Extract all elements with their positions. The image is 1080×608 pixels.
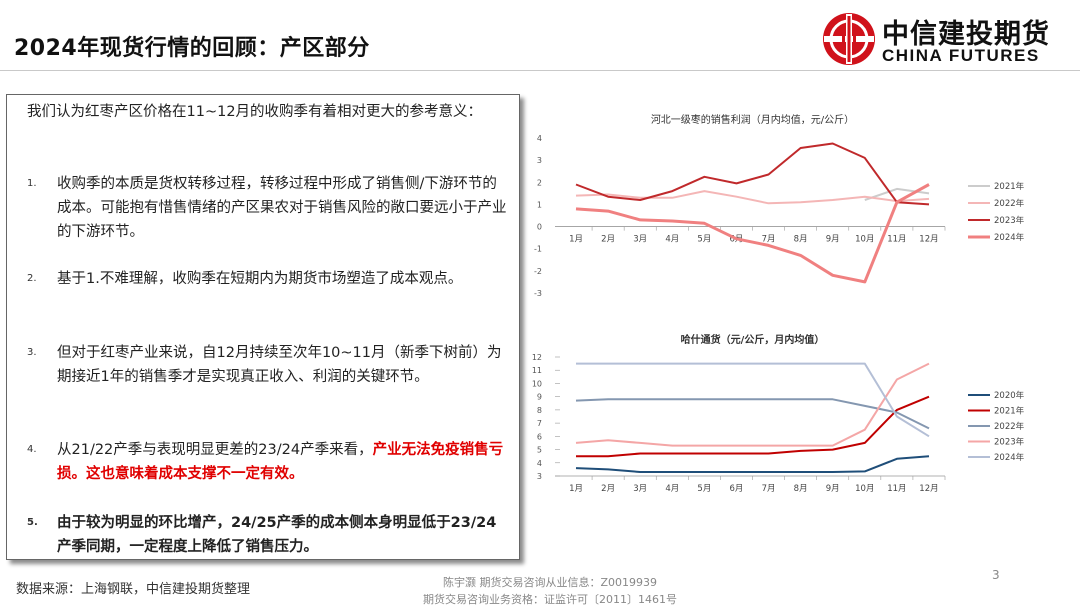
legend-label: 2023年 bbox=[994, 437, 1025, 448]
list-number: 2. bbox=[27, 273, 37, 284]
legend-label: 2024年 bbox=[994, 232, 1025, 243]
x-tick-label: 9月 bbox=[826, 484, 840, 494]
y-tick-label: 8 bbox=[537, 406, 542, 415]
x-tick-label: 10月 bbox=[855, 484, 874, 494]
page-title: 2024年现货行情的回顾：产区部分 bbox=[14, 36, 370, 61]
y-tick-label: 0 bbox=[537, 223, 542, 232]
series-line bbox=[576, 362, 930, 438]
profit-chart: 河北一级枣的销售利润（月内均值，元/公斤） -3 -2 -1 0 1 2 3 4 1月 2月 3月 4月… bbox=[534, 113, 1025, 298]
series-line bbox=[575, 183, 930, 284]
y-tick-label: 5 bbox=[537, 446, 542, 455]
series-line bbox=[575, 190, 930, 205]
x-tick-label: 8月 bbox=[794, 484, 808, 494]
y-tick-label: 2 bbox=[537, 178, 542, 187]
legend-label: 2024年 bbox=[994, 452, 1025, 463]
x-tick-label: 6月 bbox=[729, 484, 743, 494]
list-text-highlight: 产业无法免疫销售亏损。这也意味着成本支撑不一定有效。 bbox=[57, 442, 504, 482]
series-line bbox=[575, 455, 930, 473]
list-number: 1. bbox=[27, 178, 37, 189]
list-item: 5. 由于较为明显的环比增产，24/25产季的成本侧本身明显低于23/24产季同… bbox=[27, 511, 507, 559]
list-number: 3. bbox=[27, 347, 37, 358]
list-item: 1. 收购季的本质是货权转移过程，转移过程中形成了销售侧/下游环节的成本。可能抱… bbox=[27, 172, 507, 244]
legend-label: 2021年 bbox=[994, 181, 1025, 192]
x-tick-label: 12月 bbox=[919, 235, 938, 245]
x-tick-label: 5月 bbox=[697, 484, 711, 494]
series-line bbox=[575, 362, 930, 447]
y-tick-label: 6 bbox=[537, 432, 542, 441]
legend-label: 2022年 bbox=[994, 198, 1025, 209]
list-item: 3. 但对于红枣产业来说，自12月持续至次年10~11月（新季下树前）为期接近1… bbox=[27, 341, 507, 389]
y-tick-label: 1 bbox=[537, 200, 542, 209]
citic-emblem-icon bbox=[823, 13, 875, 65]
x-tick-label: 8月 bbox=[794, 235, 808, 245]
x-tick-label: 10月 bbox=[855, 235, 874, 245]
y-tick-label: -2 bbox=[534, 267, 542, 276]
page-number: 3 bbox=[992, 568, 1000, 582]
data-source: 数据来源：上海钢联，中信建投期货整理 bbox=[16, 582, 251, 597]
y-tick-label: 4 bbox=[537, 134, 542, 143]
list-text: 基于1.不难理解，收购季在短期内为期货市场塑造了成本观点。 bbox=[57, 271, 463, 287]
list-text: 从21/22产季与表现明显更差的23/24产季来看，产业无法免疫销售亏损。这也意… bbox=[57, 438, 507, 486]
y-tick-label: 3 bbox=[537, 156, 542, 165]
list-item: 2. 基于1.不难理解，收购季在短期内为期货市场塑造了成本观点。 bbox=[27, 267, 507, 291]
list-text: 收购季的本质是货权转移过程，转移过程中形成了销售侧/下游环节的成本。可能抱有惜售… bbox=[57, 176, 507, 240]
chart-title: 哈什通货（元/公斤，月内均值） bbox=[681, 333, 825, 346]
x-tick-label: 7月 bbox=[762, 484, 776, 494]
x-tick-label: 11月 bbox=[887, 484, 906, 494]
y-tick-label: 10 bbox=[532, 379, 542, 388]
x-tick-label: 7月 bbox=[762, 235, 776, 245]
x-tick-label: 5月 bbox=[697, 235, 711, 245]
analyst-info: 陈宇灏 期货交易咨询从业信息：Z0019939 bbox=[442, 576, 658, 589]
list-text: 但对于红枣产业来说，自12月持续至次年10~11月（新季下树前）为期接近1年的销… bbox=[57, 345, 502, 385]
y-tick-label: 7 bbox=[537, 419, 542, 428]
y-tick-label: -1 bbox=[534, 245, 542, 254]
logo-text-chinese: 中信建投期货 bbox=[882, 19, 1050, 50]
header-divider bbox=[0, 70, 1080, 71]
x-tick-label: 2月 bbox=[601, 235, 615, 245]
x-tick-label: 3月 bbox=[633, 484, 647, 494]
x-tick-label: 1月 bbox=[569, 484, 583, 494]
x-tick-label: 1月 bbox=[569, 235, 583, 245]
commentary-box: 我们认为红枣产区价格在11~12月的收购季有着相对更大的参考意义： 1. 收购季… bbox=[6, 94, 520, 560]
legend-label: 2022年 bbox=[994, 421, 1025, 432]
x-tick-label: 3月 bbox=[633, 235, 647, 245]
chart-title: 河北一级枣的销售利润（月内均值，元/公斤） bbox=[651, 113, 854, 126]
y-tick-label: 3 bbox=[537, 472, 542, 481]
list-number: 5. bbox=[27, 517, 38, 528]
footer-info: 陈宇灏 期货交易咨询从业信息：Z0019939 期货交易咨询业务资格：证监许可〔… bbox=[400, 574, 700, 608]
x-tick-label: 2月 bbox=[601, 484, 615, 494]
x-tick-label: 9月 bbox=[826, 235, 840, 245]
list-text-plain: 从21/22产季与表现明显更差的23/24产季来看， bbox=[57, 442, 373, 458]
logo-text-english: CHINA FUTURES bbox=[882, 46, 1040, 65]
series-line bbox=[576, 395, 930, 458]
legend-label: 2023年 bbox=[994, 215, 1025, 226]
x-tick-label: 4月 bbox=[665, 235, 679, 245]
x-tick-label: 12月 bbox=[919, 484, 938, 494]
y-tick-label: 12 bbox=[532, 353, 542, 362]
y-tick-label: 4 bbox=[537, 459, 542, 468]
x-tick-label: 4月 bbox=[665, 484, 679, 494]
x-tick-label: 11月 bbox=[887, 235, 906, 245]
y-tick-label: -3 bbox=[534, 289, 542, 298]
legend-label: 2020年 bbox=[994, 390, 1025, 401]
y-tick-label: 9 bbox=[537, 393, 542, 402]
list-text: 由于较为明显的环比增产，24/25产季的成本侧本身明显低于23/24产季同期，一… bbox=[57, 515, 497, 555]
company-logo: 中信建投期货 CHINA FUTURES bbox=[820, 10, 1070, 70]
commentary-intro: 我们认为红枣产区价格在11~12月的收购季有着相对更大的参考意义： bbox=[27, 104, 483, 120]
series-line bbox=[575, 142, 930, 206]
list-number: 4. bbox=[27, 444, 37, 455]
license-info: 期货交易咨询业务资格：证监许可〔2011〕1461号 bbox=[423, 593, 677, 606]
y-tick-label: 11 bbox=[532, 366, 542, 375]
list-item: 4. 从21/22产季与表现明显更差的23/24产季来看，产业无法免疫销售亏损。… bbox=[27, 438, 507, 486]
series-line bbox=[575, 398, 930, 430]
price-chart: 哈什通货（元/公斤，月内均值） 3 4 5 6 7 8 9 10 11 12 1月 2月 3月 4月 5月 6月… bbox=[532, 333, 1025, 494]
legend-label: 2021年 bbox=[994, 406, 1025, 417]
